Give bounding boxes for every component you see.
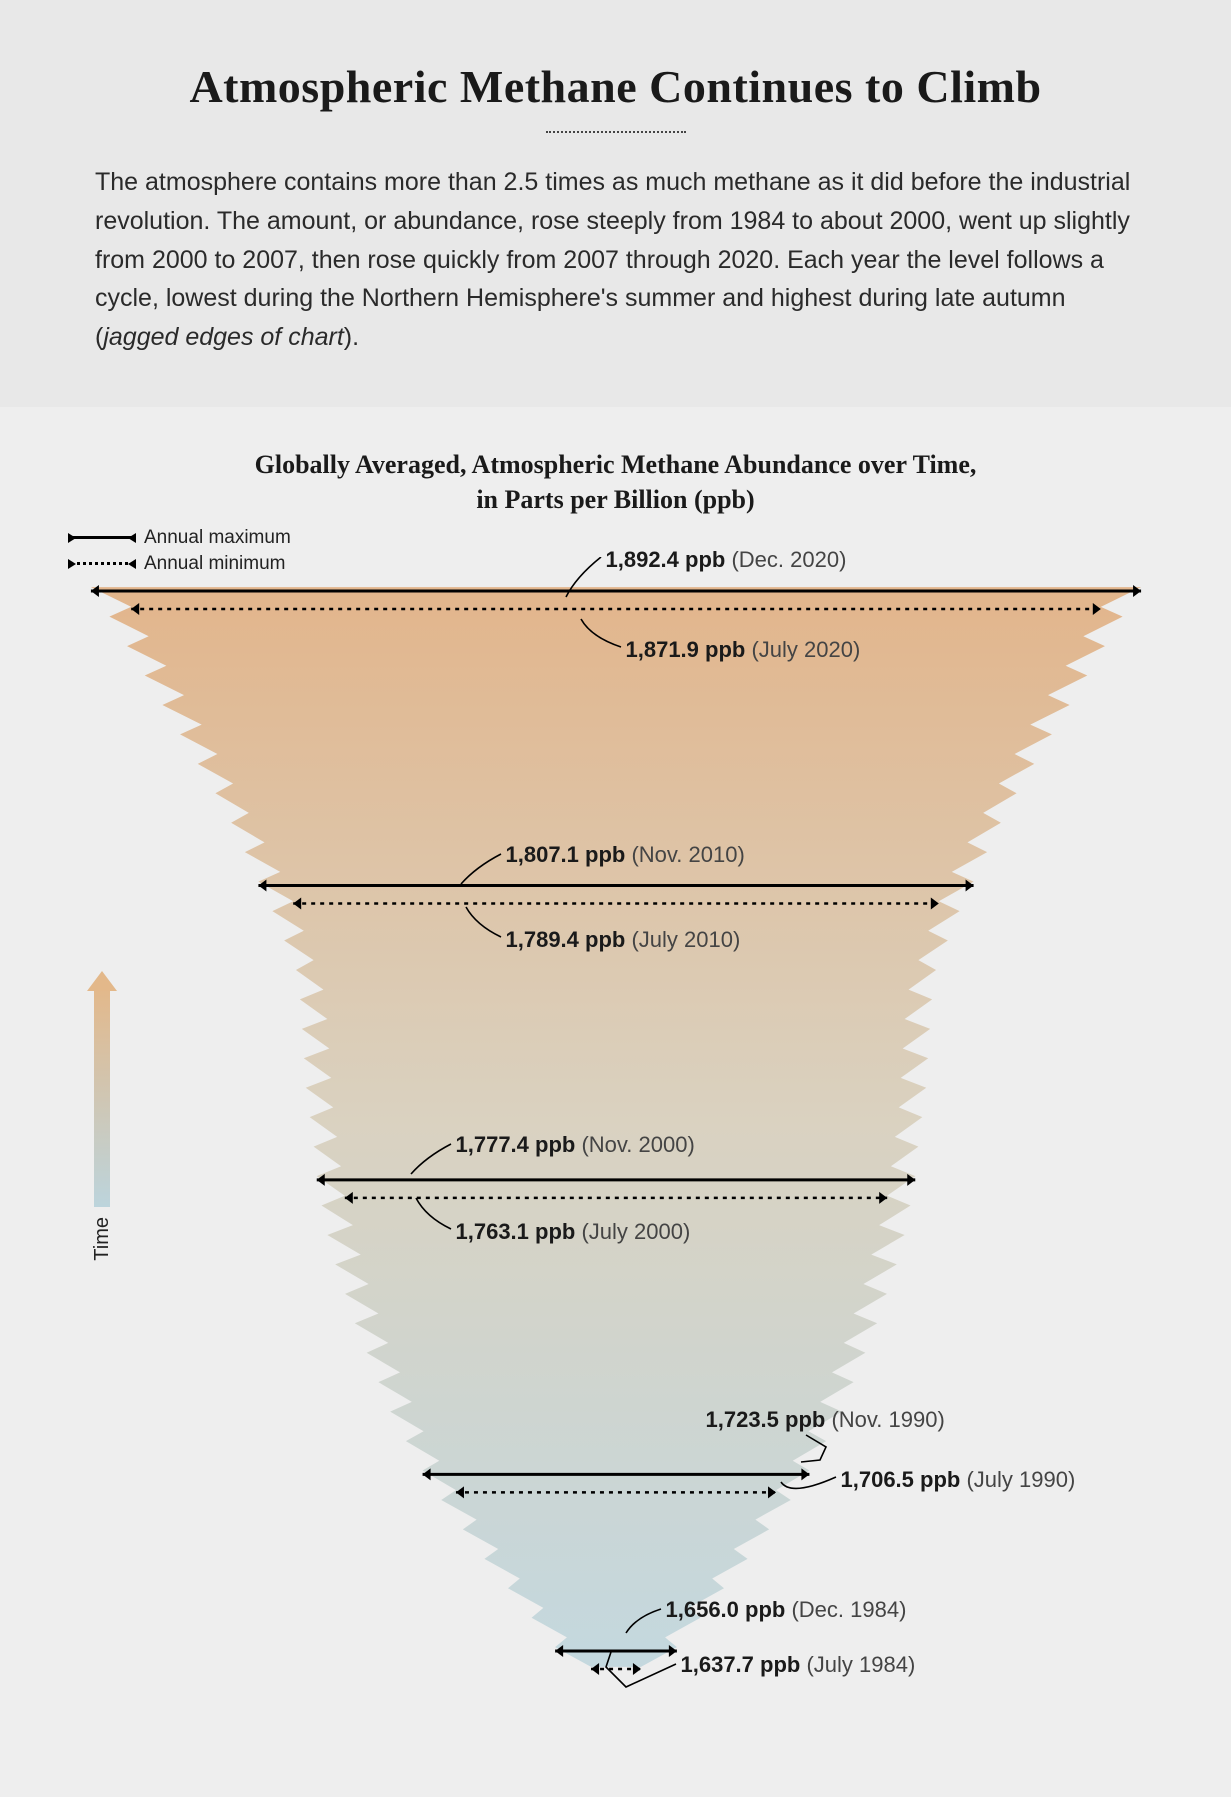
- callout-2010-max: 1,807.1 ppb (Nov. 2010): [506, 842, 745, 868]
- callout-2020-min: 1,871.9 ppb (July 2020): [626, 637, 861, 663]
- title-underline: [546, 131, 686, 133]
- callout-1984-min: 1,637.7 ppb (July 1984): [681, 1652, 916, 1678]
- page-title: Atmospheric Methane Continues to Climb: [95, 60, 1136, 113]
- legend-max-label: Annual maximum: [144, 527, 291, 549]
- legend-max: Annual maximum: [70, 527, 291, 549]
- callout-2020-max: 1,892.4 ppb (Dec. 2020): [606, 547, 847, 573]
- callout-2000-min: 1,763.1 ppb (July 2000): [456, 1219, 691, 1245]
- header: Atmospheric Methane Continues to Climb T…: [0, 0, 1231, 407]
- callout-1984-max: 1,656.0 ppb (Dec. 1984): [666, 1597, 907, 1623]
- callout-1990-min: 1,706.5 ppb (July 1990): [841, 1467, 1076, 1493]
- funnel-shape: [90, 587, 1140, 1667]
- callout-1990-max: 1,723.5 ppb (Nov. 1990): [706, 1407, 945, 1433]
- chart-canvas: Time 1,892.4 ppb (Dec. 2020)1,871.9 ppb …: [66, 557, 1166, 1737]
- callout-2010-min: 1,789.4 ppb (July 2010): [506, 927, 741, 953]
- callout-2000-max: 1,777.4 ppb (Nov. 2000): [456, 1132, 695, 1158]
- legend-line-solid-icon: [70, 536, 134, 539]
- chart-region: Globally Averaged, Atmospheric Methane A…: [0, 407, 1231, 1797]
- intro-paragraph: The atmosphere contains more than 2.5 ti…: [95, 163, 1136, 357]
- chart-title: Globally Averaged, Atmospheric Methane A…: [60, 447, 1171, 517]
